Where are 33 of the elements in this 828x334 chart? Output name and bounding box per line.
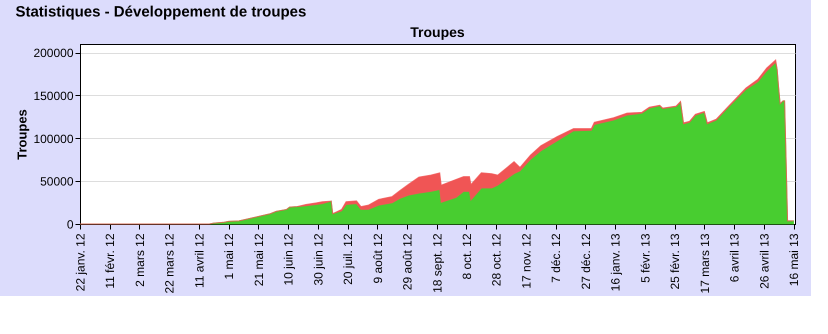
x-tick-label: 26 avril 13	[757, 233, 772, 289]
x-tick-label: 28 oct. 12	[490, 233, 504, 286]
chart-subtitle: Troupes	[410, 24, 465, 40]
x-tick-label: 11 févr. 12	[103, 233, 118, 289]
y-axis-title: Troupes	[14, 109, 30, 160]
x-tick-label: 30 juin 12	[311, 233, 326, 286]
y-tick-label: 200000	[33, 46, 74, 60]
x-tick-label: 11 avril 12	[192, 233, 206, 288]
x-tick-label: 7 déc. 12	[549, 233, 564, 283]
x-tick-label: 18 sept. 12	[430, 233, 444, 293]
x-tick-label: 9 août 12	[370, 233, 385, 284]
x-tick-label: 8 oct. 12	[460, 233, 474, 280]
x-tick-label: 16 mai 13	[787, 233, 802, 286]
x-tick-label: 22 mars 12	[162, 233, 177, 294]
x-tick-label: 21 mai 12	[252, 233, 266, 286]
x-tick-label: 1 mai 12	[222, 233, 236, 280]
x-tick-label: 17 nov. 12	[519, 233, 534, 289]
x-tick-label: 17 mars 13	[698, 233, 712, 294]
chart-title: Statistiques - Développement de troupes	[15, 4, 306, 20]
y-tick-label: 50000	[40, 174, 74, 189]
x-tick-label: 22 janv. 12	[74, 233, 88, 292]
x-tick-label: 29 août 12	[400, 233, 415, 290]
x-tick-label: 2 mars 12	[132, 233, 147, 287]
x-tick-label: 16 janv. 13	[608, 233, 623, 292]
y-tick-label: 150000	[33, 88, 74, 103]
x-tick-label: 10 juin 12	[282, 233, 296, 286]
x-tick-label: 27 déc. 12	[578, 233, 593, 290]
y-tick-label: 0	[66, 218, 74, 232]
x-tick-label: 6 avril 13	[728, 233, 742, 282]
x-tick-label: 20 juil. 12	[341, 233, 356, 285]
x-tick-label: 5 févr. 13	[638, 233, 652, 283]
x-tick-label: 25 févr. 13	[668, 233, 682, 290]
y-tick-label: 100000	[33, 132, 74, 146]
